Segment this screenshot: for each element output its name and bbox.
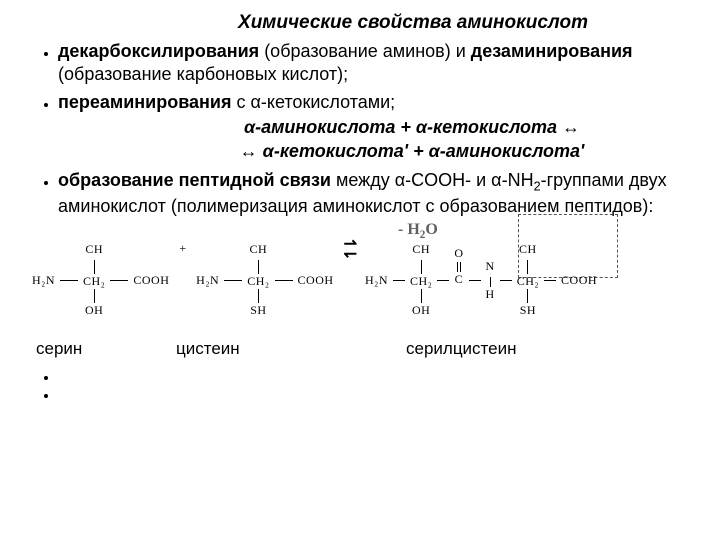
text: (образование карбоновых кислот); xyxy=(58,64,348,84)
water-loss-label: - H2O xyxy=(398,220,438,243)
reaction-diagram: - H2O H₂N CH CH₂ xyxy=(28,220,696,332)
atom: COOH xyxy=(557,273,601,289)
bond xyxy=(60,280,78,281)
atom: COOH xyxy=(129,273,173,289)
bond xyxy=(421,260,422,274)
atom: CH₂ xyxy=(243,274,273,290)
equation-line-2: ↔ α-кетокислота' + α-аминокислота' xyxy=(128,140,696,163)
atom: COOH xyxy=(294,273,338,289)
atom: O xyxy=(450,246,467,262)
subscript: 2 xyxy=(534,180,541,194)
bond xyxy=(421,289,422,303)
text: - H xyxy=(398,221,420,238)
atom: CH₂ xyxy=(513,274,543,290)
bond xyxy=(224,280,242,281)
bond xyxy=(94,260,95,274)
equilibrium-arrow: ⇀ ↽ xyxy=(338,240,361,259)
atom: H₂N xyxy=(28,273,59,289)
empty-bullet xyxy=(58,382,696,396)
label-serine: серин xyxy=(36,338,176,360)
slide-title: Химические свойства аминокислот xyxy=(40,12,696,34)
bond xyxy=(258,289,259,303)
bond xyxy=(275,280,293,281)
term-peptide: образование пептидной связи xyxy=(58,170,331,190)
atom: C xyxy=(451,272,468,288)
atom: OH xyxy=(81,303,107,319)
atom: CH xyxy=(246,242,272,258)
molecule-serine: H₂N CH CH₂ OH COOH xyxy=(28,242,173,319)
arrow-back-icon: ↽ xyxy=(344,250,355,260)
bullet-peptide: образование пептидной связи между α-COOH… xyxy=(58,169,696,360)
bond xyxy=(393,280,405,281)
bond xyxy=(258,260,259,274)
molecule-serylcysteine: H₂N CH CH₂ OH xyxy=(361,242,601,319)
atom: H xyxy=(482,287,499,303)
label-cysteine: цистеин xyxy=(176,338,406,360)
atom: OH xyxy=(408,303,434,319)
atom: H₂N xyxy=(192,273,223,289)
bond xyxy=(437,280,449,281)
bond xyxy=(500,280,512,281)
label-serylcysteine: серилцистеин xyxy=(406,338,517,360)
plus-sign: + xyxy=(173,241,192,257)
equation-line-1: α-аминокислота + α-кетокислота ↔ xyxy=(128,116,696,139)
bond xyxy=(490,277,491,287)
atom: CH₂ xyxy=(79,274,109,290)
equation-block: α-аминокислота + α-кетокислота ↔ ↔ α-кет… xyxy=(128,116,696,163)
term-transamin: переаминирования xyxy=(58,92,232,112)
bond xyxy=(527,260,528,274)
atom: CH₂ xyxy=(406,274,436,290)
atom: CH xyxy=(81,242,107,258)
carbonyl-group: O C xyxy=(450,246,467,287)
atom: H₂N xyxy=(361,273,392,289)
atom: N xyxy=(482,259,499,275)
empty-bullet xyxy=(58,364,696,378)
chem-structures: H₂N CH CH₂ OH COOH xyxy=(28,242,601,319)
double-bond xyxy=(457,262,461,272)
bullet-list: декарбоксилирования (образование аминов)… xyxy=(40,40,696,396)
term-decarbox: декарбоксилирования xyxy=(58,41,259,61)
text: O xyxy=(425,221,437,238)
bond xyxy=(544,280,556,281)
bond xyxy=(94,289,95,303)
text: между α-COOH- и α-NH xyxy=(331,170,534,190)
text: с α-кетокислотами; xyxy=(232,92,396,112)
atom: SH xyxy=(246,303,270,319)
amino-acid-labels: серин цистеин серилцистеин xyxy=(36,338,696,360)
atom: CH xyxy=(515,242,541,258)
term-deamin: дезаминирования xyxy=(471,41,633,61)
atom: SH xyxy=(516,303,540,319)
bond xyxy=(110,280,128,281)
text: (образование аминов) и xyxy=(259,41,471,61)
bullet-transamin: переаминирования с α-кетокислотами; α-ам… xyxy=(58,91,696,163)
molecule-cysteine: H₂N CH CH₂ SH COOH xyxy=(192,242,337,319)
atom: CH xyxy=(408,242,434,258)
bond xyxy=(469,280,481,281)
bullet-decarbox: декарбоксилирования (образование аминов)… xyxy=(58,40,696,87)
bond xyxy=(527,289,528,303)
